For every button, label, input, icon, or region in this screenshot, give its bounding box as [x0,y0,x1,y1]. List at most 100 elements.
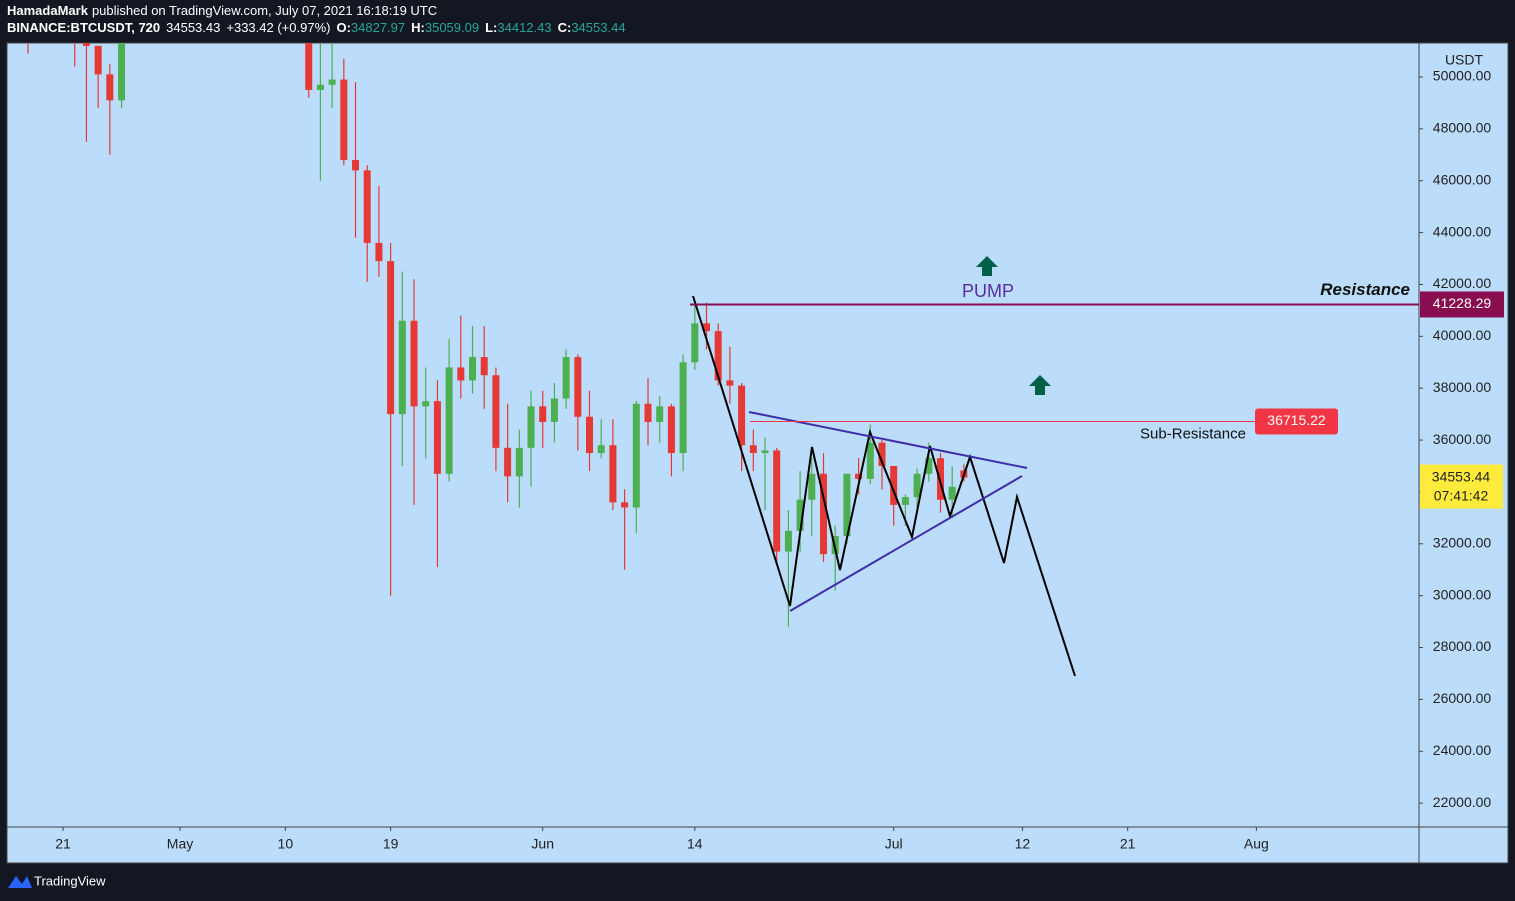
candle-body [445,367,453,474]
candle-body [878,442,886,466]
up-arrow [1029,375,1051,395]
symbol: BINANCE:BTCUSDT, 720 [7,20,160,35]
candle-body [492,375,500,448]
candle-body [855,473,863,479]
candle-body [597,445,605,454]
candle-body [515,447,523,477]
candle-body [843,473,851,537]
y-tick-label: 22000.00 [1433,794,1492,810]
x-tick-label: Jun [531,836,554,852]
x-tick-label: May [167,836,193,852]
up-arrow [976,256,998,276]
candle-body [316,84,324,90]
y-tick-label: 50000.00 [1433,68,1492,84]
candle-body [679,362,687,454]
candle-body [562,357,570,399]
x-tick-label: Aug [1244,836,1269,852]
countdown: 07:41:42 [1434,487,1489,503]
y-tick-label: 48000.00 [1433,120,1492,136]
candle-body [375,242,383,262]
candle-body [305,43,313,90]
candle-body [387,261,395,415]
y-tick-label: 36000.00 [1433,431,1492,447]
y-tick-label: 28000.00 [1433,638,1492,654]
price-label: 36715.22 [1267,412,1326,428]
y-tick-label: 42000.00 [1433,275,1492,291]
candle-body [936,458,944,500]
brand: TradingView [34,873,106,888]
author: HamadaMark [7,3,89,18]
candle-body [106,74,114,101]
axis-unit: USDT [1445,52,1484,68]
candle-body [410,320,418,407]
candle-body [726,380,734,386]
candle-body [796,499,804,531]
candle-body [656,406,664,422]
x-tick-label: 10 [278,836,294,852]
candle-body [550,398,558,422]
candle-body [328,79,336,85]
candle-body [480,357,488,376]
candle-body [422,401,430,407]
candle-body [352,159,360,171]
candle-body [539,406,547,422]
y-tick-label: 46000.00 [1433,171,1492,187]
x-tick-label: 14 [687,836,703,852]
y-tick-label: 44000.00 [1433,223,1492,239]
price-label: 41228.29 [1433,295,1492,311]
x-tick-label: 19 [383,836,399,852]
h-label: H: [411,20,425,35]
candle-body [632,403,640,508]
h-value: 35059.09 [425,20,479,35]
price-label-box [1255,408,1338,435]
footer: TradingView [8,873,106,888]
candle-body [773,450,781,552]
sub-resistance-label: Sub-Resistance [1140,425,1246,442]
candle-body [925,458,933,474]
candle-body [703,323,711,332]
candle-body [948,486,956,500]
y-tick-label: 26000.00 [1433,690,1492,706]
candle-body [901,497,909,505]
candle-body [749,445,757,454]
candle-body [340,79,348,160]
candle-body [527,406,535,448]
resistance-label: Resistance [1320,280,1410,299]
candle-body [691,323,699,363]
candle-body [621,502,629,508]
candle-body [714,331,722,381]
x-tick-label: 12 [1015,836,1031,852]
candle-body [504,447,512,477]
candle-body [667,406,675,454]
candle-body [94,45,102,75]
candle-body [738,385,746,446]
x-tick-label: 21 [55,836,71,852]
candle-body [808,473,816,500]
candle-body [586,416,594,454]
triangle-lower [789,475,1023,612]
y-tick-label: 24000.00 [1433,742,1492,758]
c-value: 34553.44 [571,20,625,35]
current-price: 34553.44 [1432,468,1491,484]
change: +333.42 (+0.97%) [226,20,330,35]
logo [8,876,32,888]
candle-body [913,473,921,498]
candle-body [644,403,652,422]
x-tick-label: Jul [885,836,903,852]
y-tick-label: 30000.00 [1433,586,1492,602]
projection-zigzag [692,295,1076,677]
candle-body [82,43,90,46]
candle-body [469,357,477,381]
candle-body [574,357,582,417]
last: 34553.43 [166,20,220,35]
candle-body [890,465,898,505]
published: published on TradingView.com, July 07, 2… [92,3,437,18]
candle-body [761,450,769,454]
y-tick-label: 40000.00 [1433,327,1492,343]
candle-body [784,530,792,552]
candle-body [118,43,126,101]
price-label-box [1420,291,1504,318]
o-label: O: [336,20,350,35]
